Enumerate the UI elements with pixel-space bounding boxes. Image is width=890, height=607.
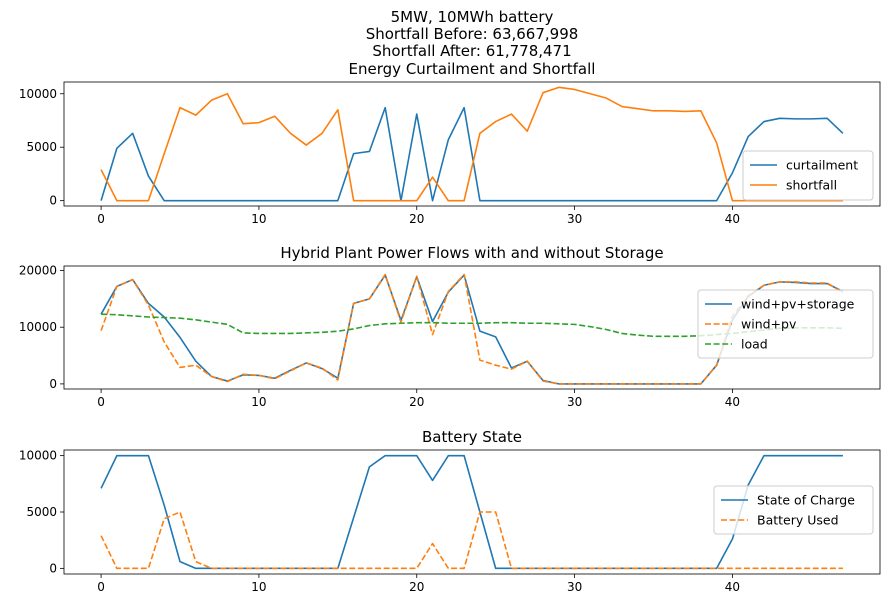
x-tick-label: 0: [97, 395, 105, 409]
x-tick-label: 10: [251, 580, 266, 594]
x-tick-label: 10: [251, 395, 266, 409]
figure-title: 5MW, 10MWh battery Shortfall Before: 63,…: [366, 8, 579, 60]
legend-box: [713, 485, 874, 535]
series-line-battery-used: [100, 511, 843, 570]
x-tick-label: 40: [725, 212, 740, 226]
legend-box: [742, 150, 874, 201]
x-tick-label: 20: [409, 212, 424, 226]
x-tick-label: 20: [409, 395, 424, 409]
subplot-1: Energy Curtailment and Shortfall 0 10 20 30 4…: [19, 60, 881, 226]
y-tick-label: 10000: [19, 449, 57, 463]
axes-frame: [63, 81, 881, 207]
y-tick-label: 10000: [19, 87, 57, 101]
subplot-title: Hybrid Plant Power Flows with and withou…: [280, 244, 663, 262]
legend-label: curtailment: [786, 158, 858, 173]
y-tick-label: 5000: [26, 140, 57, 154]
legend-label: wind+pv+storage: [741, 297, 855, 312]
series-line-curtailment: [100, 106, 844, 202]
series-line-shortfall: [100, 86, 843, 202]
figure-title-line-1: 5MW, 10MWh battery: [391, 8, 554, 26]
subplot-3: Battery State 0 10 20 30 40 0 5000 10000 State of…: [19, 428, 881, 594]
legend-box: [697, 289, 874, 359]
subplot-title: Battery State: [422, 428, 522, 446]
y-tick-label: 0: [49, 194, 57, 208]
subplots: Energy Curtailment and Shortfall 0 10 20 30 4…: [19, 60, 881, 594]
x-tick-label: 40: [725, 580, 740, 594]
y-tick-label: 5000: [26, 505, 57, 519]
x-tick-label: 0: [97, 212, 105, 226]
legend-label: load: [741, 337, 768, 352]
legend-label: wind+pv: [741, 317, 797, 332]
axes-frame: [63, 449, 881, 575]
x-tick-label: 0: [97, 580, 105, 594]
x-tick-label: 20: [409, 580, 424, 594]
x-tick-label: 10: [251, 212, 266, 226]
figure-title-line-2: Shortfall Before: 63,667,998: [366, 25, 579, 43]
legend: State of Charge Battery Used: [713, 485, 874, 535]
y-tick-label: 10000: [19, 320, 57, 334]
figure-title-line-3: Shortfall After: 61,778,471: [372, 42, 571, 60]
x-tick-label: 40: [725, 395, 740, 409]
y-tick-label: 0: [49, 561, 57, 575]
y-tick-label: 0: [49, 377, 57, 391]
x-tick-label: 30: [567, 395, 582, 409]
legend-label: Battery Used: [757, 513, 839, 528]
legend: curtailment shortfall: [742, 150, 874, 201]
x-tick-label: 30: [567, 212, 582, 226]
subplot-title: Energy Curtailment and Shortfall: [349, 60, 596, 78]
axes-frame: [63, 265, 881, 390]
x-tick-label: 30: [567, 580, 582, 594]
legend-label: State of Charge: [757, 493, 855, 508]
y-tick-label: 20000: [19, 264, 57, 278]
legend-label: shortfall: [786, 178, 837, 193]
legend: wind+pv+storage wind+pv load: [697, 289, 874, 359]
subplot-2: Hybrid Plant Power Flows with and withou…: [19, 244, 881, 409]
